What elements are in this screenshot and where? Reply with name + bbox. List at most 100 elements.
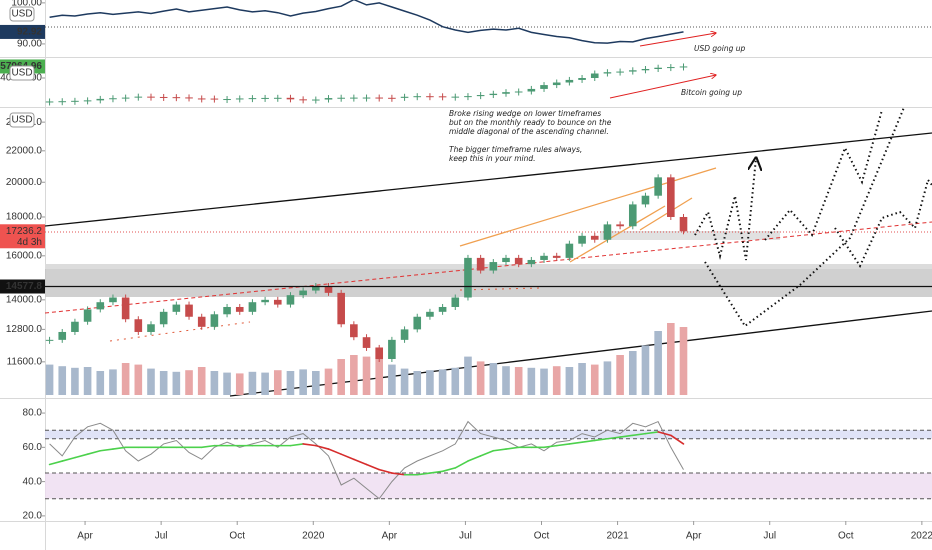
volume-bar xyxy=(235,373,244,395)
candle xyxy=(388,339,396,360)
candle xyxy=(324,286,333,293)
candle xyxy=(134,319,143,332)
candle xyxy=(134,96,143,98)
volume-bar xyxy=(324,368,333,395)
volume-bar xyxy=(400,368,409,395)
candle xyxy=(667,177,675,217)
currency-tag xyxy=(9,112,35,128)
candle xyxy=(223,306,231,315)
volume-bar xyxy=(96,371,105,395)
candle xyxy=(337,292,345,325)
rsi-ma-segment xyxy=(315,444,330,450)
volume-bar xyxy=(172,371,181,395)
volume-bar xyxy=(388,364,396,395)
y-tick-label: 22000.0 xyxy=(6,145,43,156)
candle xyxy=(248,98,257,100)
candle xyxy=(83,309,92,322)
rsi-ma-segment xyxy=(429,470,444,474)
x-tick-label: 2022 xyxy=(911,531,932,542)
candle xyxy=(109,297,117,303)
volume-bar xyxy=(540,368,548,395)
note: middle diagonal of the ascending channel… xyxy=(449,127,609,136)
volume-bar xyxy=(590,364,599,395)
candle xyxy=(235,98,244,100)
currency: USD xyxy=(11,68,32,79)
volume-bar xyxy=(58,366,67,395)
channel-line xyxy=(229,310,932,397)
candle xyxy=(273,97,282,99)
trend-line xyxy=(109,321,251,342)
candle xyxy=(476,95,485,97)
volume-bar xyxy=(185,370,193,395)
candle xyxy=(413,316,422,330)
candle xyxy=(362,97,371,99)
rsi-ma-segment xyxy=(555,443,571,447)
candle xyxy=(45,339,54,341)
candle xyxy=(552,255,561,258)
rsi-ma-segment xyxy=(644,431,659,435)
candle xyxy=(172,304,181,312)
candle xyxy=(654,67,662,69)
currency-tag xyxy=(9,6,35,22)
rsi-ma-segment xyxy=(200,444,216,449)
candle xyxy=(273,299,282,305)
rsi-ma-segment xyxy=(74,453,89,459)
candle xyxy=(451,297,460,307)
volume-bar xyxy=(565,367,574,395)
candle xyxy=(426,311,434,317)
volume-bar xyxy=(273,370,282,395)
channel-line xyxy=(45,132,932,227)
candle xyxy=(324,98,333,100)
x-tick-label: Jul xyxy=(155,531,168,542)
rsi-ma-segment xyxy=(86,449,102,455)
candle xyxy=(464,96,472,98)
candle xyxy=(552,82,561,86)
candle xyxy=(261,299,269,303)
volume-bar xyxy=(223,372,231,395)
dxy-pane xyxy=(45,0,932,47)
volume-bar xyxy=(451,367,460,395)
level-label-box xyxy=(0,279,45,294)
candle xyxy=(654,177,662,196)
candle xyxy=(248,302,257,312)
candle xyxy=(578,235,586,244)
rsi-ma-segment xyxy=(657,431,672,437)
candle xyxy=(603,72,612,74)
y-tick-label: 18000.0 xyxy=(6,212,43,223)
candle xyxy=(502,257,510,263)
volume-bar xyxy=(83,367,92,395)
candle xyxy=(628,70,637,72)
currency-tag xyxy=(9,65,35,81)
volume-bar xyxy=(197,367,206,395)
note: Broke rising wedge on lower timeframes xyxy=(449,109,601,118)
volume-bar xyxy=(641,345,650,395)
arrow xyxy=(639,33,716,47)
volume-bar xyxy=(667,323,675,395)
candle xyxy=(438,306,447,312)
candle xyxy=(527,259,536,265)
x-tick-label: 2021 xyxy=(606,531,629,542)
rsi-ma-segment xyxy=(353,458,368,466)
volume-bar xyxy=(210,371,219,395)
volume-bar xyxy=(134,364,143,395)
volume-bar xyxy=(109,369,117,395)
candle xyxy=(476,257,485,271)
candle xyxy=(413,96,422,98)
zone xyxy=(45,264,932,269)
candle xyxy=(514,257,523,265)
y-tick-label: 40.0 xyxy=(23,476,43,487)
candle xyxy=(147,324,155,332)
y-tick-label: 12800.0 xyxy=(6,324,43,335)
currency: USD xyxy=(11,9,32,20)
rsi-ma-segment xyxy=(302,443,317,447)
volume-bar xyxy=(45,364,54,395)
rsi-ma-segment xyxy=(454,460,469,469)
candle xyxy=(261,97,269,99)
level-label: 14577.8 xyxy=(6,281,43,292)
candle xyxy=(58,331,67,340)
candle xyxy=(527,88,536,92)
candle xyxy=(616,71,624,73)
note: keep this in your mind. xyxy=(449,154,536,163)
note: but on the monthly ready to bounce on th… xyxy=(449,118,612,127)
